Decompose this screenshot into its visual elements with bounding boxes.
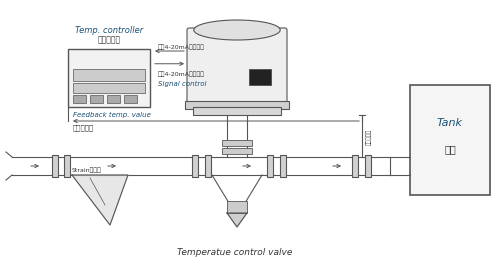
Text: 輸入4-20mA控制信號: 輸入4-20mA控制信號 xyxy=(158,72,205,77)
Text: 溫度控制儀: 溫度控制儀 xyxy=(98,35,120,44)
Bar xyxy=(192,155,198,177)
Text: 儲罐: 儲罐 xyxy=(444,144,456,154)
Bar xyxy=(205,155,211,177)
Bar xyxy=(124,95,137,103)
Bar xyxy=(73,69,145,81)
Bar xyxy=(68,49,150,107)
Polygon shape xyxy=(72,175,128,225)
Polygon shape xyxy=(227,213,247,227)
Text: 反饋溫度值: 反饋溫度值 xyxy=(73,124,94,131)
Bar xyxy=(107,95,120,103)
Bar xyxy=(227,201,247,213)
Bar xyxy=(222,148,252,154)
Bar xyxy=(222,140,252,146)
FancyBboxPatch shape xyxy=(187,28,287,107)
Bar xyxy=(249,69,271,85)
Text: 溫度傳感器: 溫度傳感器 xyxy=(366,129,372,145)
Bar xyxy=(52,155,58,177)
Bar xyxy=(193,107,281,115)
Text: Signal control: Signal control xyxy=(158,81,206,87)
Bar xyxy=(90,95,103,103)
Text: Strain減濾器: Strain減濾器 xyxy=(72,167,102,173)
Bar xyxy=(64,155,70,177)
Bar xyxy=(185,101,289,109)
Text: Tank: Tank xyxy=(437,118,463,129)
Text: Temperatue control valve: Temperatue control valve xyxy=(178,248,292,257)
Bar xyxy=(352,155,358,177)
Text: Temp. controller: Temp. controller xyxy=(75,26,143,35)
Bar xyxy=(280,155,286,177)
Bar xyxy=(267,155,273,177)
Text: Feedback temp. value: Feedback temp. value xyxy=(73,112,151,118)
Bar xyxy=(73,95,86,103)
Bar xyxy=(365,155,371,177)
Bar xyxy=(410,85,490,195)
Ellipse shape xyxy=(194,20,280,40)
Bar xyxy=(73,83,145,93)
Text: 反饋4-20mA控制信號: 反饋4-20mA控制信號 xyxy=(158,45,205,50)
